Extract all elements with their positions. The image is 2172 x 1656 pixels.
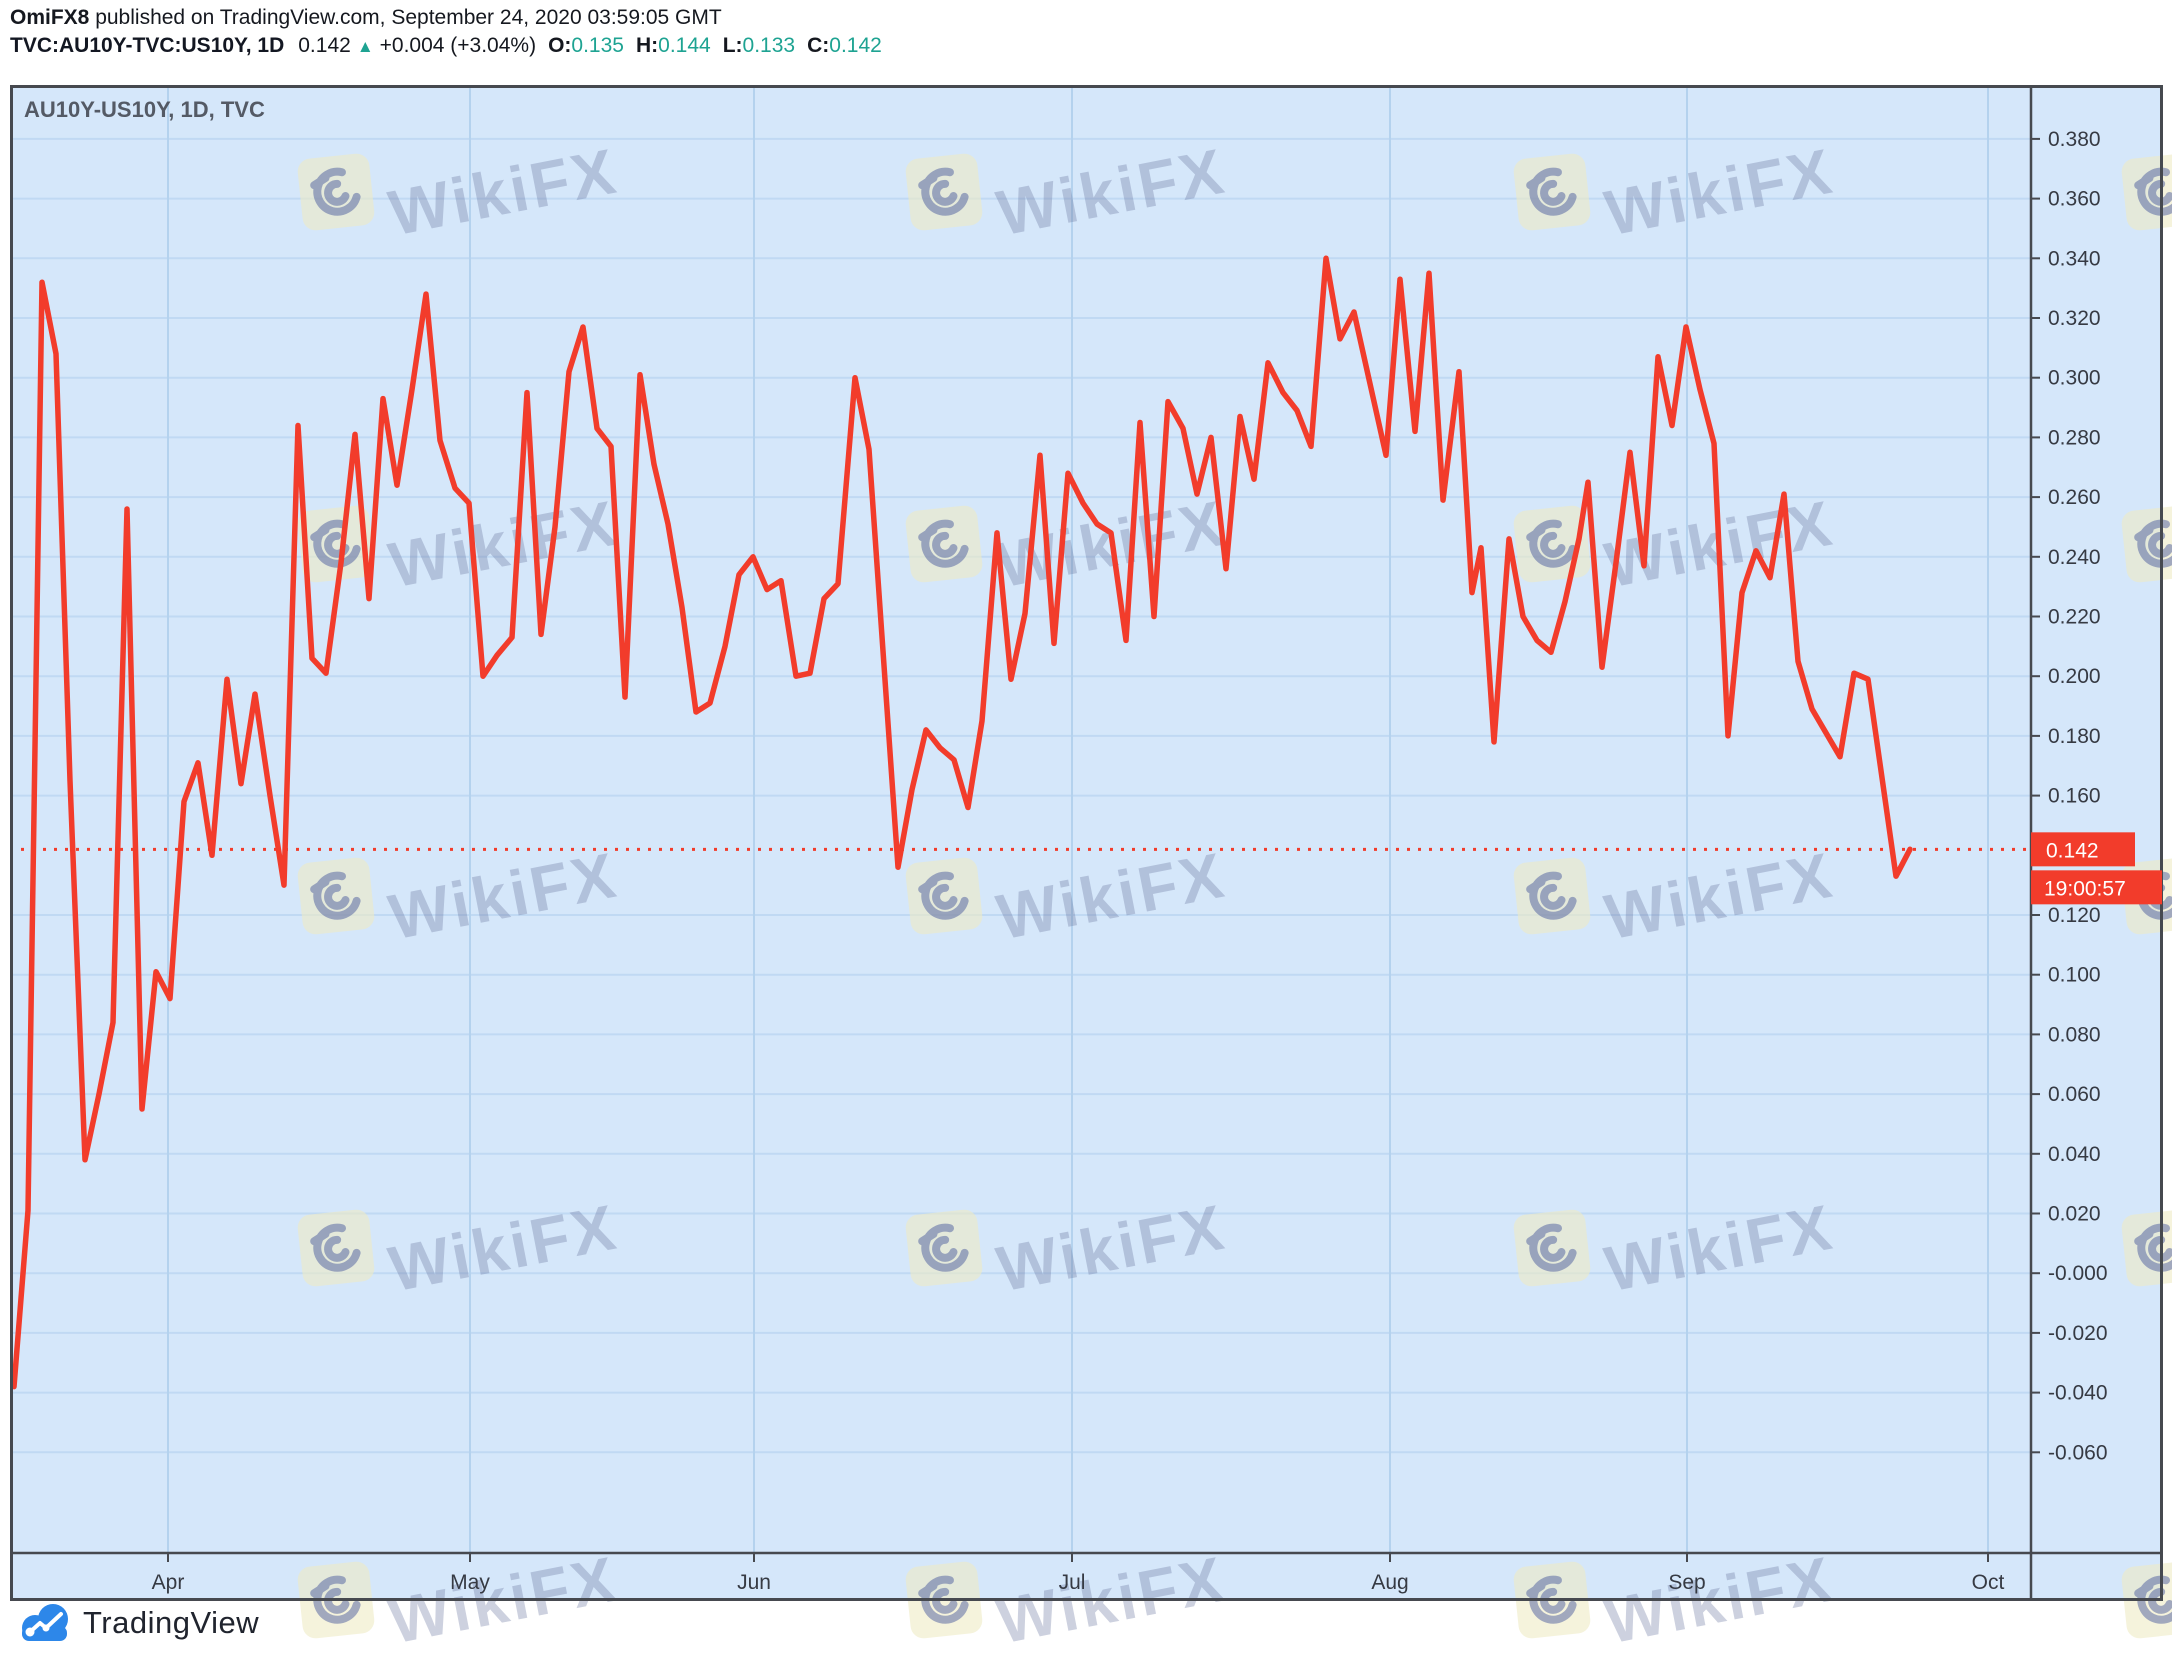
- svg-text:0.160: 0.160: [2048, 785, 2101, 808]
- svg-text:0.142: 0.142: [2046, 839, 2099, 862]
- chart-grid-canvas[interactable]: [10, 85, 2163, 1601]
- svg-text:0.360: 0.360: [2048, 188, 2101, 211]
- quote-bar: TVC:AU10Y-TVC:US10Y, 1D 0.142 ▲ +0.004 (+3.…: [10, 32, 882, 60]
- author-name: OmiFX8: [10, 6, 90, 29]
- svg-text:Aug: Aug: [1371, 1571, 1408, 1594]
- svg-text:Apr: Apr: [152, 1571, 185, 1594]
- open-label: O:: [548, 34, 572, 57]
- svg-text:0.340: 0.340: [2048, 247, 2101, 270]
- chart-corner-label: AU10Y-US10Y, 1D, TVC: [24, 97, 265, 122]
- high-label: H:: [635, 34, 659, 57]
- countdown-badge: 19:00:57: [2031, 870, 2162, 905]
- tradingview-cloud-icon: [22, 1604, 68, 1641]
- price-scale[interactable]: 0.380 0.360 0.340 0.320 0.300 0.280 0.260 0.240…: [2031, 128, 2108, 1464]
- svg-text:0.220: 0.220: [2048, 606, 2101, 629]
- high-value: 0.144: [658, 34, 711, 57]
- last-price-badge: 0.142: [2031, 832, 2135, 867]
- svg-text:19:00:57: 19:00:57: [2044, 877, 2126, 900]
- svg-text:Jun: Jun: [737, 1571, 771, 1594]
- svg-text:0.060: 0.060: [2048, 1083, 2101, 1106]
- svg-text:0.120: 0.120: [2048, 904, 2101, 927]
- svg-text:0.040: 0.040: [2048, 1143, 2101, 1166]
- close-label: C:: [807, 34, 830, 57]
- chart-widget[interactable]: 0.380 0.360 0.340 0.320 0.300 0.280 0.260 0.240…: [10, 85, 2163, 1601]
- svg-text:0.380: 0.380: [2048, 128, 2101, 151]
- close-value: 0.142: [829, 34, 882, 57]
- open-value: 0.135: [571, 34, 624, 57]
- svg-text:-0.020: -0.020: [2048, 1322, 2108, 1345]
- svg-text:-0.060: -0.060: [2048, 1441, 2108, 1464]
- svg-text:0.020: 0.020: [2048, 1203, 2101, 1226]
- price-change: +0.004 (+3.04%): [379, 34, 537, 57]
- svg-text:-0.000: -0.000: [2048, 1262, 2108, 1285]
- svg-text:0.280: 0.280: [2048, 426, 2101, 449]
- svg-text:Jul: Jul: [1059, 1571, 1086, 1594]
- svg-text:0.300: 0.300: [2048, 367, 2101, 390]
- publish-info: published on TradingView.com, September …: [89, 6, 722, 29]
- svg-text:0.320: 0.320: [2048, 307, 2101, 330]
- header: OmiFX8 published on TradingView.com, Sep…: [10, 4, 882, 60]
- svg-text:0.100: 0.100: [2048, 964, 2101, 987]
- svg-text:0.240: 0.240: [2048, 546, 2101, 569]
- svg-text:Oct: Oct: [1972, 1571, 2005, 1594]
- svg-text:0.260: 0.260: [2048, 486, 2101, 509]
- time-scale[interactable]: Apr May Jun Jul Aug Sep Oct: [152, 1553, 2005, 1594]
- svg-text:May: May: [450, 1571, 490, 1594]
- svg-text:0.180: 0.180: [2048, 725, 2101, 748]
- byline: OmiFX8 published on TradingView.com, Sep…: [10, 4, 882, 32]
- chart-plot-canvas[interactable]: 0.380 0.360 0.340 0.320 0.300 0.280 0.260 0.240…: [10, 85, 2163, 1601]
- svg-text:Sep: Sep: [1668, 1571, 1705, 1594]
- tradingview-wordmark: TradingView: [83, 1605, 260, 1640]
- low-label: L:: [722, 34, 743, 57]
- svg-text:0.200: 0.200: [2048, 665, 2101, 688]
- change-up-icon: ▲: [356, 37, 374, 56]
- svg-text:-0.040: -0.040: [2048, 1382, 2108, 1405]
- tradingview-logo[interactable]: TradingView: [16, 1600, 259, 1646]
- low-value: 0.133: [742, 34, 796, 57]
- last-price: 0.142: [298, 34, 351, 57]
- svg-text:0.080: 0.080: [2048, 1023, 2101, 1046]
- symbol-name: TVC:AU10Y-TVC:US10Y, 1D: [10, 34, 285, 57]
